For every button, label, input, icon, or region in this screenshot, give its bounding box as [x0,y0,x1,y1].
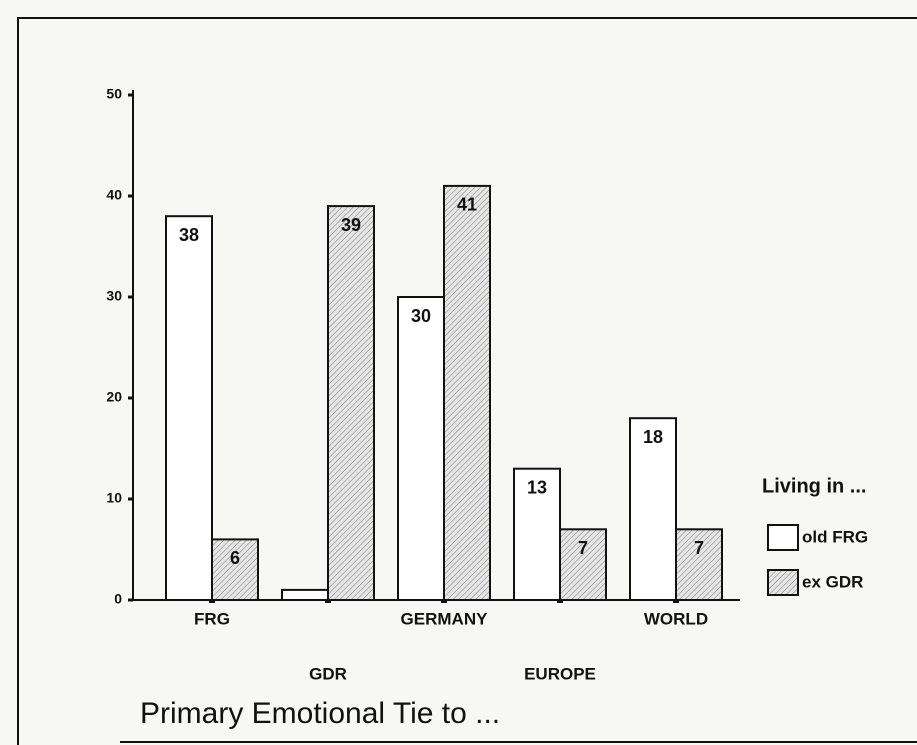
legend-swatch [767,524,799,551]
data-label: 41 [457,195,477,215]
data-label: 30 [411,306,431,326]
bar [559,528,607,601]
x-tick-label: WORLD [644,609,708,628]
data-label: 6 [230,548,240,568]
bar [281,588,329,602]
data-label: 39 [341,215,361,235]
y-tick-label: 40 [106,187,122,203]
legend-title: Living in ... [762,475,866,497]
y-tick-label: 30 [106,288,122,304]
bar [513,467,561,602]
x-tick-label: FRG [194,609,230,628]
data-label: 13 [527,477,547,497]
legend-label: ex GDR [802,572,863,591]
y-tick-label: 20 [106,389,122,405]
bar [443,184,491,601]
x-tick-label: GDR [309,664,347,683]
y-tick-label: 50 [106,86,122,102]
legend-label: old FRG [802,527,868,546]
data-label: 18 [643,427,663,447]
x-tick-label: EUROPE [524,664,596,683]
bar [629,417,677,602]
frame [17,17,917,745]
bar [165,215,213,601]
chart-title: Primary Emotional Tie to ... [140,697,500,730]
y-tick-label: 10 [106,490,122,506]
legend-swatch [767,569,799,596]
x-tick-label: GERMANY [401,609,489,628]
bar [211,538,259,602]
bar [397,296,445,601]
data-label: 38 [179,225,199,245]
data-label: 7 [694,538,704,558]
data-label: 7 [578,538,588,558]
y-tick-label: 0 [114,591,122,607]
bar [327,205,375,601]
bar [675,528,723,601]
